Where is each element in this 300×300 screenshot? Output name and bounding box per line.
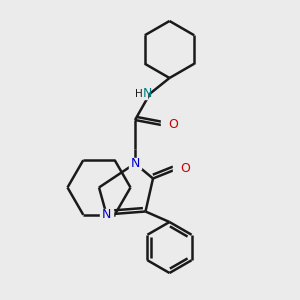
Text: H: H bbox=[135, 88, 142, 99]
Text: N: N bbox=[102, 208, 111, 221]
Bar bbox=[129, 158, 141, 169]
Bar bbox=[161, 120, 171, 130]
Text: O: O bbox=[168, 118, 178, 131]
Bar bbox=[100, 209, 113, 220]
Text: N: N bbox=[143, 87, 152, 100]
Bar bbox=[136, 88, 147, 99]
Text: O: O bbox=[180, 161, 190, 175]
Text: N: N bbox=[130, 157, 140, 170]
Bar bbox=[173, 164, 183, 174]
